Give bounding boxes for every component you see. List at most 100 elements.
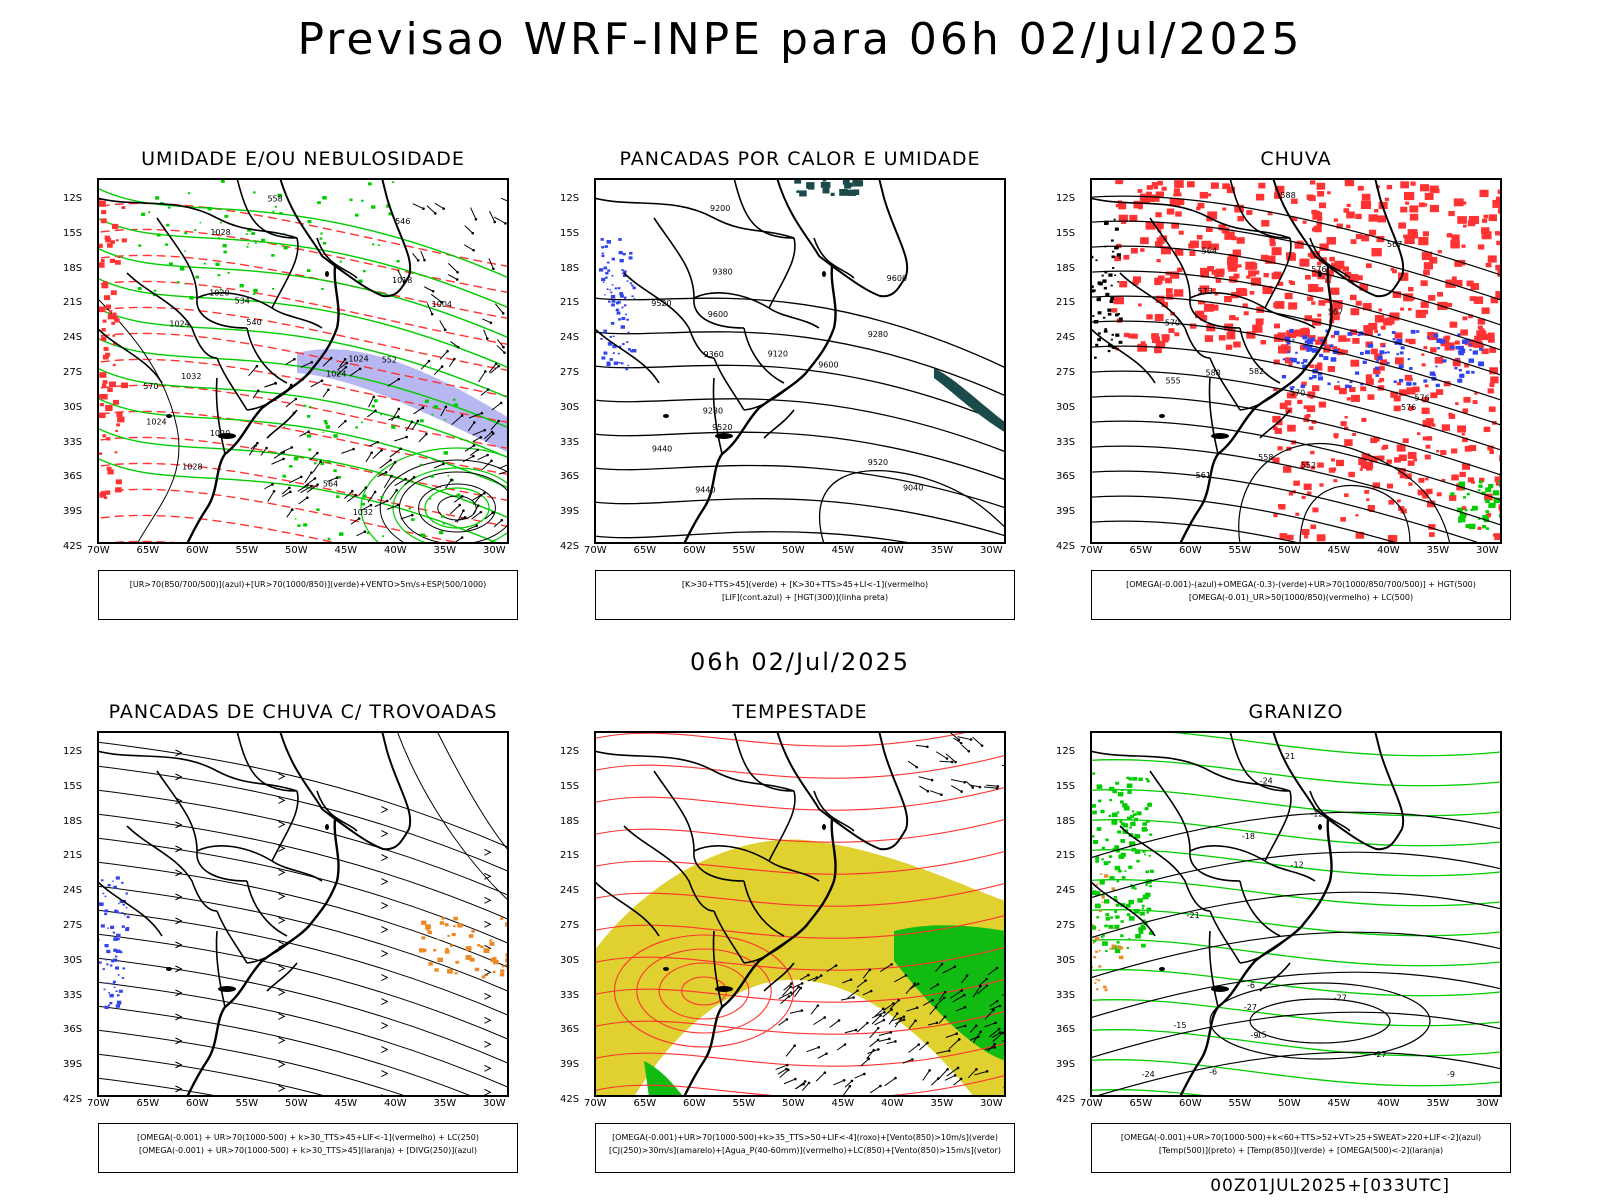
run-footer: 00Z01JUL2025+[033UTC] [1210, 1176, 1450, 1196]
lat-tick-label: 24S [560, 885, 580, 897]
lon-tick-label: 60W [683, 1098, 706, 1109]
contour-label: 1020 [209, 288, 229, 297]
lon-tick-label: 60W [1179, 545, 1202, 556]
lat-tick-label: 21S [1056, 297, 1076, 309]
map-frame [1090, 731, 1502, 1097]
contour-label: 1028 [210, 228, 230, 237]
contour-label: 1024 [169, 320, 189, 329]
lat-tick-label: 33S [1056, 436, 1076, 448]
contour-label: 9440 [652, 444, 672, 453]
map-frame [97, 178, 509, 544]
contour-label: 567 [1328, 307, 1343, 316]
lat-tick-label: 27S [63, 367, 83, 378]
contour-label: 570 [143, 382, 158, 391]
contour-label: 564 [323, 480, 338, 489]
lon-tick-label: 35W [1426, 1098, 1450, 1109]
contour-label: -27 [1334, 993, 1347, 1002]
contour-label: 564 [1202, 247, 1217, 256]
map-pancadas-trovoadas [97, 731, 509, 1097]
contour-label: 1018 [392, 276, 412, 285]
lon-tick-label: 35W [1426, 545, 1450, 556]
contour-label: 552 [382, 355, 397, 364]
lat-tick-label: 36S [1056, 1024, 1076, 1036]
contour-label: 534 [235, 297, 250, 306]
lon-tick-label: 30W [980, 1098, 1003, 1109]
lat-tick-label: 15S [560, 227, 580, 239]
contour-label: 1028 [182, 463, 202, 472]
contour-label: 9520 [868, 458, 888, 467]
contour-label: 552 [1301, 461, 1316, 470]
lon-tick-label: 55W [1228, 545, 1252, 556]
panel-title-granizo: GRANIZO [1248, 701, 1344, 723]
lat-tick-label: 33S [63, 989, 83, 1001]
lat-tick-label: 30S [560, 401, 580, 413]
lat-tick-label: 30S [63, 401, 83, 413]
lon-tick-label: 50W [1278, 545, 1301, 556]
lat-tick-label: 12S [63, 193, 83, 204]
contour-label: 546 [395, 217, 410, 226]
legend-line: [OMEGA(-0.001)+UR>70(1000-500)+k>35_TTS>… [612, 1133, 998, 1142]
lat-tick-label: 39S [63, 1059, 83, 1071]
map-granizo: -6 -9-6-12-12-9-15-15-18-21-24-27-24-27-2… [1090, 731, 1502, 1097]
lon-tick-label: 50W [782, 545, 805, 556]
lat-tick-label: 36S [560, 471, 580, 483]
lon-tick-label: 70W [87, 1098, 110, 1109]
map-features: 5885885825765765705675735615555585525645… [1090, 178, 1502, 544]
map-tempestade [594, 731, 1006, 1097]
legend-line: [OMEGA(-0.001)+UR>70(1000-500)+k<60+TTS>… [1120, 1133, 1482, 1142]
lat-tick-label: 21S [560, 297, 580, 309]
lon-tick-label: 30W [483, 545, 506, 556]
contour-label: 558 [267, 194, 282, 203]
contour-label: -24 [1142, 1070, 1155, 1079]
lat-tick-label: 24S [63, 332, 83, 344]
lat-tick-label: 24S [63, 885, 83, 897]
lon-tick-label: 60W [186, 1098, 209, 1109]
legend-line: [OMEGA(-0.001)-(azul)+OMEGA(-0.3)-(verde… [1126, 580, 1476, 589]
contour-label: -9 [1250, 1031, 1258, 1040]
contour-label: -6 [1209, 1068, 1217, 1077]
map-chuva: 5885885825765765705675735615555585525645… [1090, 178, 1502, 544]
legend-tempestade: [OMEGA(-0.001)+UR>70(1000-500)+k>35_TTS>… [595, 1123, 1015, 1173]
contour-label: 9120 [768, 350, 788, 359]
legend-umidade: [UR>70(850/700/500)](azul)+[UR>70(1000/8… [98, 570, 518, 620]
lon-tick-label: 45W [831, 1098, 855, 1109]
panel-title-pancadas-calor: PANCADAS POR CALOR E UMIDADE [619, 148, 981, 170]
lon-tick-label: 70W [1080, 545, 1103, 556]
contour-label: -18 [1242, 832, 1255, 841]
legend-pancadas-trovoadas: [OMEGA(-0.001) + UR>70(1000-500) + k>30_… [98, 1123, 518, 1173]
lat-tick-label: 15S [63, 227, 83, 239]
contour-label: -12 [1310, 810, 1323, 819]
map-features: 1020101857010201024102410281032103210281… [97, 178, 509, 544]
lon-tick-label: 45W [334, 545, 358, 556]
lon-tick-label: 50W [782, 1098, 805, 1109]
lat-tick-label: 12S [63, 746, 83, 757]
contour-label: -15 [1254, 1030, 1267, 1039]
lat-tick-label: 15S [560, 780, 580, 792]
lat-tick-label: 15S [63, 780, 83, 792]
lat-tick-label: 18S [1056, 262, 1076, 274]
lon-tick-label: 50W [1278, 1098, 1301, 1109]
contour-label: 1024 [326, 369, 346, 378]
lat-tick-label: 12S [560, 746, 580, 757]
panel-title-chuva: CHUVA [1260, 148, 1332, 170]
lon-tick-label: 55W [235, 1098, 259, 1109]
legend-line: [OMEGA(-0.01)_UR>50(1000/850)(vermelho) … [1188, 593, 1414, 602]
contour-label: -6 [1247, 981, 1255, 990]
contour-label: 582 [1249, 367, 1264, 376]
contour-label: 573 [1197, 287, 1212, 296]
lat-tick-label: 18S [1056, 815, 1076, 827]
lon-tick-label: 45W [1327, 1098, 1351, 1109]
contour-label: 1032 [181, 372, 201, 381]
lat-tick-label: 12S [1056, 193, 1076, 204]
lat-tick-label: 15S [1056, 227, 1076, 239]
contour-label: -15 [1173, 1021, 1186, 1030]
legend-line: [LIF](cont.azul) + [HGT(300)](linha pret… [721, 593, 889, 602]
contour-label: 576 [1401, 403, 1416, 412]
contour-label: 1024 [146, 417, 166, 426]
map-features: -6 -9-6-12-12-9-15-15-18-21-24-27-24-27-2… [1090, 731, 1502, 1097]
lat-tick-label: 27S [1056, 367, 1076, 378]
lat-tick-label: 42S [1056, 541, 1076, 552]
contour-label: 9280 [868, 330, 888, 339]
contour-label: 540 [246, 318, 261, 327]
contour-label: 567 [1387, 240, 1402, 249]
